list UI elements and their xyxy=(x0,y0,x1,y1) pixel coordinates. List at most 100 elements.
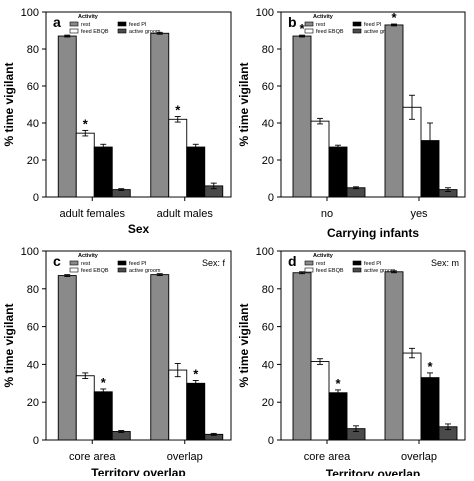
y-tick-label: 60 xyxy=(27,322,39,334)
panel-letter: a xyxy=(53,14,61,30)
panel-note: Sex: f xyxy=(202,258,226,268)
bar-feed-EBQB xyxy=(402,106,422,198)
bar-rest xyxy=(384,24,404,198)
plot-frame xyxy=(280,11,466,198)
bar-feed-PI xyxy=(328,392,348,441)
bar-feed-PI xyxy=(420,377,440,441)
panel-note: Sex: m xyxy=(431,258,459,268)
legend-swatch xyxy=(117,260,127,266)
y-tick-label: 20 xyxy=(27,397,39,409)
bar-rest xyxy=(292,35,312,198)
y-tick-label: 40 xyxy=(27,359,39,371)
legend-label: feed EBQB xyxy=(81,29,109,35)
y-axis-label: % time vigilant xyxy=(237,62,251,146)
legend-label: rest xyxy=(316,22,326,28)
legend-swatch xyxy=(352,28,362,34)
legend-swatch xyxy=(304,260,314,266)
bar-feed-EBQB xyxy=(310,361,330,441)
legend-label: rest xyxy=(81,22,91,28)
bar-feed-EBQB xyxy=(402,352,422,441)
bar-feed-EBQB xyxy=(168,369,188,441)
bar-feed-PI xyxy=(328,146,348,198)
bar-rest xyxy=(57,35,77,198)
y-tick-label: 100 xyxy=(21,7,39,19)
y-axis-label: % time vigilant xyxy=(2,62,16,146)
y-tick-label: 80 xyxy=(262,44,274,56)
bar-rest xyxy=(384,271,404,441)
legend-label: rest xyxy=(316,261,326,267)
x-tick-label: overlap xyxy=(401,451,437,463)
legend-swatch xyxy=(69,21,79,27)
plot-frame xyxy=(45,11,232,198)
legend-label: active groom xyxy=(364,268,396,274)
bar-feed-PI xyxy=(93,391,113,441)
legend-label: active groom xyxy=(129,29,161,35)
bar-feed-PI xyxy=(93,146,113,198)
x-tick-label: adult males xyxy=(157,208,214,220)
panel-d: 0 20 40 60 80 100 % time vigilant d Activity rest… xyxy=(237,246,466,481)
y-tick-label: 100 xyxy=(256,246,274,258)
y-tick-label: 40 xyxy=(27,118,39,130)
significance-star: * xyxy=(391,10,397,25)
legend-swatch xyxy=(352,267,362,273)
legend-swatch xyxy=(352,260,362,266)
panel-a: 0 20 40 60 80 100 % time vigilant a Activity rest… xyxy=(2,7,232,236)
legend-label: feed EBQB xyxy=(316,29,344,35)
legend-swatch xyxy=(304,267,314,273)
x-tick-label: adult females xyxy=(60,208,126,220)
bar-feed-PI xyxy=(186,382,206,441)
y-tick-label: 80 xyxy=(262,284,274,296)
bar-feed-EBQB xyxy=(310,120,330,198)
x-tick-label: core area xyxy=(69,451,116,463)
legend-title: Activity xyxy=(78,14,99,20)
panel-letter: d xyxy=(288,253,297,269)
y-tick-label: 60 xyxy=(262,81,274,93)
legend-title: Activity xyxy=(313,253,334,259)
y-tick-label: 40 xyxy=(262,359,274,371)
significance-star: * xyxy=(193,366,199,381)
bar-feed-EBQB xyxy=(75,375,95,441)
y-tick-label: 80 xyxy=(27,284,39,296)
legend-swatch xyxy=(304,21,314,27)
legend-label: feed PI xyxy=(129,261,147,267)
y-axis-label: % time vigilant xyxy=(2,303,16,387)
legend-label: feed EBQB xyxy=(316,268,344,274)
significance-star: * xyxy=(83,116,89,131)
bar-feed-EBQB xyxy=(75,132,95,198)
legend-label: feed PI xyxy=(364,261,382,267)
legend-swatch xyxy=(352,21,362,27)
significance-star: * xyxy=(175,103,181,118)
legend-title: Activity xyxy=(313,14,334,20)
x-tick-label: yes xyxy=(410,208,428,220)
y-tick-label: 20 xyxy=(262,397,274,409)
legend-title: Activity xyxy=(78,253,99,259)
y-tick-label: 0 xyxy=(268,435,274,447)
y-tick-label: 100 xyxy=(256,7,274,19)
legend-swatch xyxy=(117,28,127,34)
legend-label: active groom xyxy=(364,29,396,35)
y-tick-label: 20 xyxy=(262,155,274,167)
significance-star: * xyxy=(335,376,341,391)
y-tick-label: 0 xyxy=(268,192,274,204)
x-axis-label: Territory overlap xyxy=(91,466,185,476)
panel-c: 0 20 40 60 80 100 % time vigilant c Activity rest… xyxy=(2,246,232,480)
legend-label: feed PI xyxy=(364,22,382,28)
significance-star: * xyxy=(427,359,433,374)
x-tick-label: no xyxy=(321,208,333,220)
bar-active-groom xyxy=(346,187,366,198)
y-tick-label: 60 xyxy=(27,81,39,93)
plot-frame xyxy=(280,250,466,441)
legend-swatch xyxy=(69,267,79,273)
plot-frame xyxy=(45,250,232,441)
panel-letter: c xyxy=(53,253,61,269)
y-tick-label: 20 xyxy=(27,155,39,167)
legend-label: rest xyxy=(81,261,91,267)
panel-letter: b xyxy=(288,14,297,30)
legend-swatch xyxy=(69,28,79,34)
legend-label: feed EBQB xyxy=(81,268,109,274)
y-tick-label: 60 xyxy=(262,322,274,334)
y-tick-label: 40 xyxy=(262,118,274,130)
significance-star: * xyxy=(299,21,305,36)
